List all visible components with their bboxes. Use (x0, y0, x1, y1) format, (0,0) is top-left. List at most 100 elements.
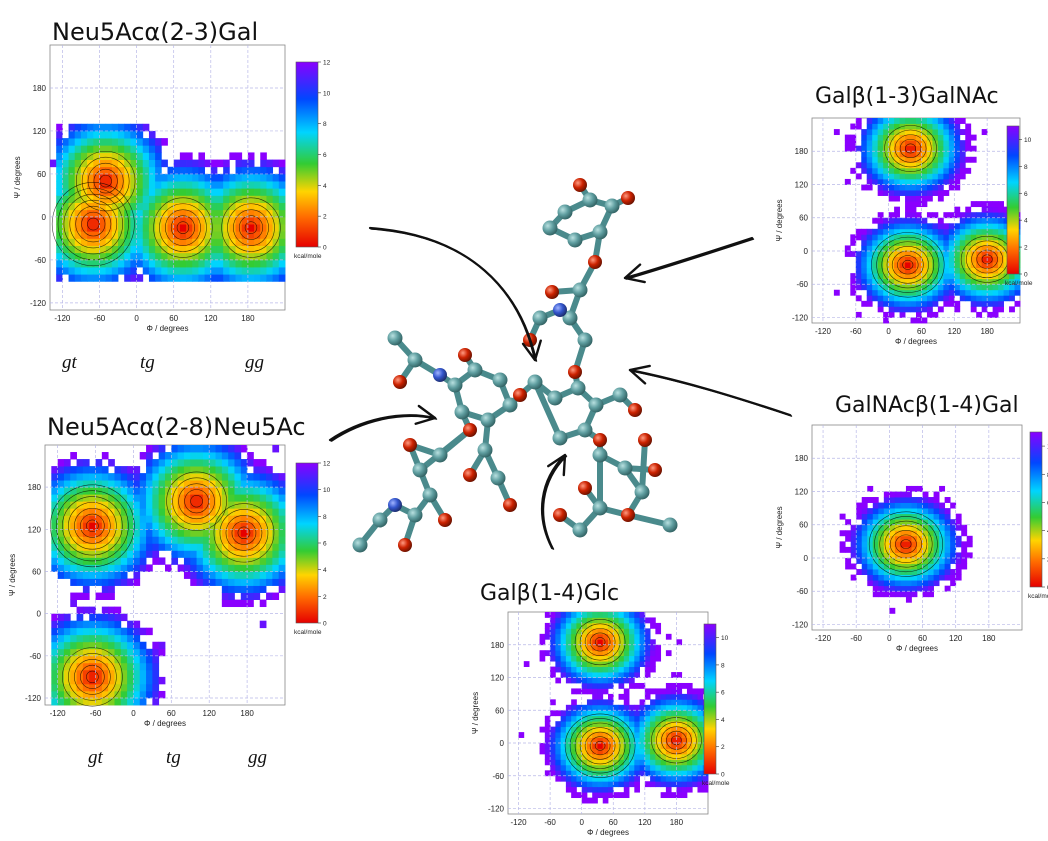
y-tick-label: -120 (792, 313, 809, 322)
energy-cell (63, 683, 71, 692)
energy-cell (613, 677, 619, 684)
energy-cell (146, 459, 153, 467)
energy-cell (872, 502, 879, 509)
energy-cell (933, 513, 940, 520)
energy-cell (970, 262, 977, 268)
energy-cell (76, 501, 84, 509)
contour-line (574, 722, 626, 769)
energy-cell (948, 295, 955, 302)
energy-cell (937, 123, 944, 130)
energy-cell (76, 529, 84, 537)
energy-cell (139, 452, 147, 460)
contour-line (584, 628, 616, 656)
energy-cell (247, 195, 255, 203)
contour-line (574, 618, 626, 666)
energy-cell (165, 473, 172, 481)
energy-cell (278, 188, 286, 196)
energy-cell (51, 627, 59, 636)
energy-cell (234, 599, 242, 608)
energy-cell (948, 300, 955, 307)
energy-cell (976, 267, 983, 274)
energy-cell (80, 224, 88, 232)
energy-cell (877, 118, 884, 124)
energy-cell (89, 529, 96, 537)
energy-cell (74, 224, 82, 232)
energy-cell (634, 666, 640, 673)
energy-cell (889, 585, 896, 592)
energy-cell (247, 267, 255, 275)
energy-cell (581, 682, 588, 689)
energy-cell (948, 256, 955, 263)
energy-cell (608, 677, 614, 684)
energy-cell (998, 228, 1004, 235)
energy-cell (634, 726, 640, 733)
energy-cell (202, 480, 210, 488)
energy-cell (933, 502, 940, 509)
carbon-atom (422, 487, 438, 503)
energy-cell (127, 697, 134, 706)
energy-cell (592, 682, 598, 689)
energy-cell (210, 252, 218, 261)
colorbar-unit-label: kcal/mole (294, 253, 322, 260)
energy-cell (165, 515, 172, 523)
energy-cell (142, 173, 150, 182)
energy-cell (943, 178, 950, 185)
energy-cell (639, 721, 646, 728)
energy-cell (586, 781, 593, 788)
energy-cell (216, 202, 224, 211)
energy-cell (877, 184, 884, 191)
energy-cell (644, 617, 651, 624)
energy-cell (629, 732, 635, 738)
energy-cell (130, 159, 137, 168)
energy-cell (124, 166, 131, 175)
energy-cell (686, 770, 693, 777)
energy-cell (51, 515, 59, 523)
energy-cell (959, 234, 966, 241)
energy-cell (266, 571, 273, 579)
energy-cell (1014, 278, 1021, 285)
energy-cell (900, 541, 907, 548)
energy-cell (878, 524, 885, 531)
energy-cell (74, 138, 82, 146)
energy-cell (998, 234, 1004, 241)
energy-cell (581, 622, 588, 629)
energy-cell (581, 743, 588, 749)
energy-cell (120, 648, 128, 657)
energy-cell (613, 737, 619, 744)
energy-cell (905, 195, 911, 202)
contour-line (871, 232, 945, 298)
energy-cell (111, 181, 119, 189)
energy-cell (970, 295, 977, 302)
arrows-layer (328, 226, 793, 550)
energy-cell (665, 764, 672, 771)
energy-cell (130, 130, 137, 139)
energy-cell (266, 231, 274, 239)
energy-cell (970, 217, 977, 224)
energy-cell (51, 648, 59, 657)
energy-cell (586, 666, 593, 673)
energy-cell (850, 123, 857, 130)
energy-cell (866, 278, 873, 285)
energy-cell (872, 524, 879, 531)
energy-cell (878, 585, 885, 592)
energy-cell (866, 123, 873, 130)
energy-cell (105, 216, 113, 225)
energy-cell (155, 166, 162, 175)
energy-cell (76, 655, 84, 664)
energy-cell (987, 284, 994, 291)
energy-cell (146, 676, 153, 685)
energy-cell (592, 786, 598, 793)
energy-cell (671, 715, 677, 722)
energy-cell (87, 152, 94, 160)
energy-cell (916, 118, 922, 124)
energy-cell (839, 530, 846, 537)
energy-cell (56, 245, 63, 254)
energy-cell (259, 599, 267, 608)
energy-cell (581, 688, 588, 695)
energy-cell (692, 770, 698, 777)
contour-line (87, 217, 100, 231)
energy-cell (916, 223, 922, 230)
energy-cell (613, 644, 619, 651)
energy-cell (87, 123, 94, 132)
rotamer-label: gg (248, 747, 267, 768)
